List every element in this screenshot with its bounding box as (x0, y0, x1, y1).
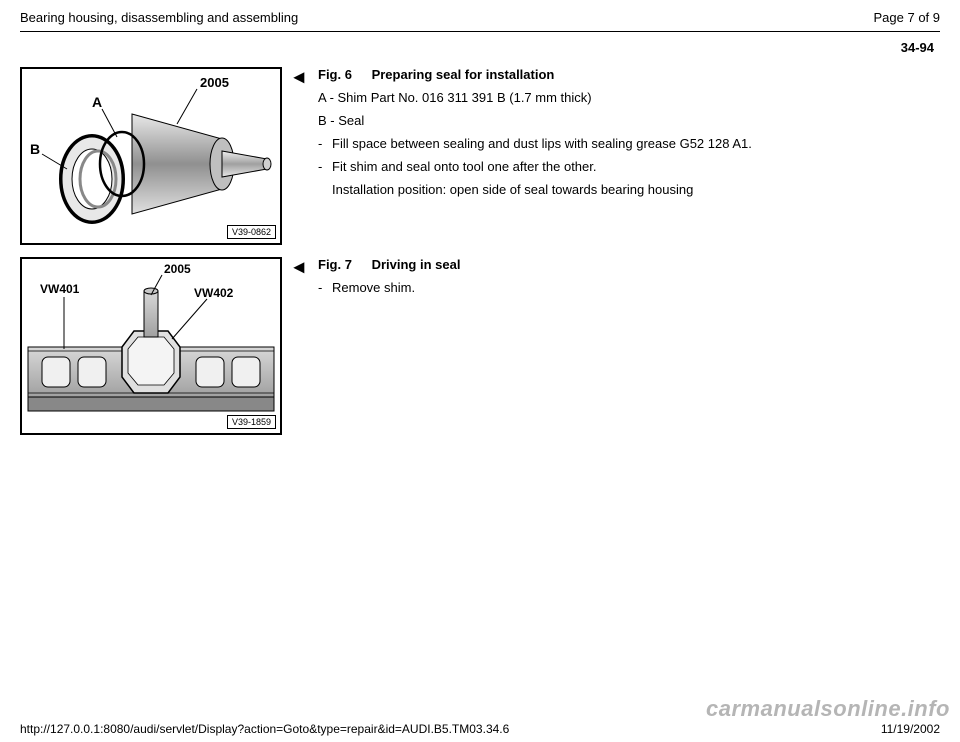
fig7-label: Fig. 7 (318, 257, 352, 272)
fig6-lineA: A - Shim Part No. 016 311 391 B (1.7 mm … (318, 90, 940, 105)
watermark-text: carmanualsonline.info (706, 696, 950, 722)
section-fig6: 2005 A B V39-0862 ◂ Fig. 6 Preparing sea… (20, 67, 940, 245)
fig7-ref: V39-1859 (227, 415, 276, 429)
header-divider (20, 31, 940, 32)
pointer-arrow-icon: ◂ (294, 257, 318, 277)
fig6-title-row: Fig. 6 Preparing seal for installation (318, 67, 940, 82)
fig7-title: Driving in seal (372, 257, 461, 272)
fig6-bullet1: - Fill space between sealing and dust li… (318, 136, 940, 151)
figure6-image: 2005 A B V39-0862 (20, 67, 282, 245)
fig6-lineB: B - Seal (318, 113, 940, 128)
fig7-title-row: Fig. 7 Driving in seal (318, 257, 940, 272)
header-title: Bearing housing, disassembling and assem… (20, 10, 298, 25)
fig6-ref: V39-0862 (227, 225, 276, 239)
fig6-bullet2: - Fit shim and seal onto tool one after … (318, 159, 940, 174)
section-fig7: VW401 2005 VW402 V39-1859 ◂ Fig. 7 Drivi… (20, 257, 940, 435)
fig6-callout-2005: 2005 (200, 75, 229, 90)
page-code: 34-94 (20, 40, 940, 55)
fig7-callout-VW402: VW402 (194, 286, 234, 300)
footer-url: http://127.0.0.1:8080/audi/servlet/Displ… (20, 722, 509, 736)
fig6-note: Installation position: open side of seal… (318, 182, 940, 197)
page-container: Bearing housing, disassembling and assem… (0, 0, 960, 742)
fig7-bullet1: - Remove shim. (318, 280, 940, 295)
header-row: Bearing housing, disassembling and assem… (20, 10, 940, 31)
fig6-callout-B: B (30, 141, 40, 157)
footer-row: http://127.0.0.1:8080/audi/servlet/Displ… (20, 722, 940, 736)
fig7-callout-2005: 2005 (164, 262, 191, 276)
fig7-text: Fig. 7 Driving in seal - Remove shim. (318, 257, 940, 303)
footer-date: 11/19/2002 (881, 722, 940, 736)
figure7-image: VW401 2005 VW402 V39-1859 (20, 257, 282, 435)
header-page-info: Page 7 of 9 (874, 10, 941, 25)
fig6-text: Fig. 6 Preparing seal for installation A… (318, 67, 940, 205)
fig6-label: Fig. 6 (318, 67, 352, 82)
pointer-arrow-icon: ◂ (294, 67, 318, 87)
fig7-callout-VW401: VW401 (40, 282, 80, 296)
fig6-title: Preparing seal for installation (372, 67, 555, 82)
fig6-callout-A: A (92, 94, 102, 110)
